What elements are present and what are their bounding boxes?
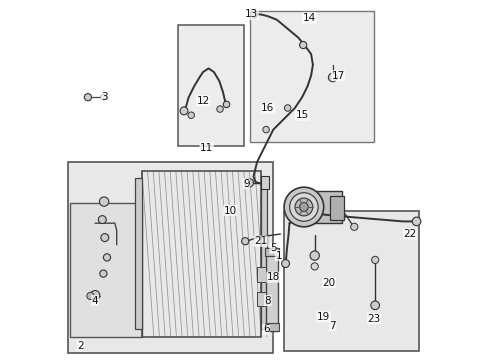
Text: 1: 1: [275, 251, 282, 261]
Bar: [68, 162, 273, 353]
Bar: [249, 11, 373, 142]
Circle shape: [84, 94, 91, 101]
Bar: [264, 323, 279, 331]
Text: 20: 20: [322, 278, 335, 288]
Circle shape: [328, 73, 336, 82]
Circle shape: [284, 105, 290, 111]
Text: 21: 21: [254, 236, 267, 246]
Bar: [265, 248, 277, 331]
Circle shape: [411, 217, 420, 226]
Circle shape: [103, 254, 110, 261]
Text: 5: 5: [269, 243, 276, 253]
Bar: [142, 171, 260, 337]
Circle shape: [244, 179, 253, 187]
Text: 14: 14: [302, 13, 315, 23]
Circle shape: [216, 106, 223, 112]
Circle shape: [310, 263, 318, 270]
Text: 12: 12: [196, 96, 209, 106]
Text: 8: 8: [264, 296, 271, 306]
Bar: [329, 196, 344, 220]
Bar: [70, 203, 142, 337]
Text: 17: 17: [331, 71, 344, 81]
Text: 23: 23: [366, 314, 380, 324]
Circle shape: [223, 101, 229, 108]
Text: 16: 16: [261, 103, 274, 113]
Circle shape: [90, 291, 100, 300]
Circle shape: [299, 41, 306, 49]
Bar: [257, 267, 265, 282]
Circle shape: [371, 256, 378, 264]
Bar: [261, 176, 268, 189]
Text: 7: 7: [329, 321, 335, 331]
Circle shape: [350, 223, 357, 230]
Text: 19: 19: [316, 312, 330, 322]
Bar: [284, 211, 418, 351]
Circle shape: [241, 238, 248, 245]
Bar: [305, 191, 341, 223]
Text: 15: 15: [295, 110, 308, 120]
Circle shape: [289, 193, 318, 221]
Text: 2: 2: [77, 341, 84, 351]
Circle shape: [284, 187, 323, 227]
Circle shape: [101, 234, 108, 242]
Text: 3: 3: [101, 92, 107, 102]
Circle shape: [294, 198, 312, 216]
Circle shape: [281, 260, 289, 267]
Circle shape: [100, 270, 107, 277]
Text: 10: 10: [223, 206, 236, 216]
Text: 4: 4: [92, 296, 98, 306]
Bar: [264, 248, 279, 256]
Circle shape: [370, 301, 379, 310]
Circle shape: [98, 216, 106, 224]
Bar: [135, 178, 142, 329]
Text: 6: 6: [262, 324, 269, 334]
Circle shape: [263, 126, 269, 133]
Text: 18: 18: [266, 272, 279, 282]
Circle shape: [87, 292, 94, 300]
Text: 9: 9: [243, 179, 249, 189]
Circle shape: [250, 11, 257, 18]
Bar: [178, 25, 244, 146]
Circle shape: [99, 197, 108, 206]
Circle shape: [309, 251, 319, 260]
Text: 22: 22: [403, 229, 416, 239]
Circle shape: [299, 203, 307, 211]
Text: 11: 11: [200, 143, 213, 153]
Circle shape: [187, 112, 194, 118]
Bar: [260, 178, 266, 329]
Circle shape: [180, 107, 187, 115]
Bar: [257, 292, 265, 306]
Text: 13: 13: [244, 9, 258, 19]
Circle shape: [101, 94, 106, 100]
